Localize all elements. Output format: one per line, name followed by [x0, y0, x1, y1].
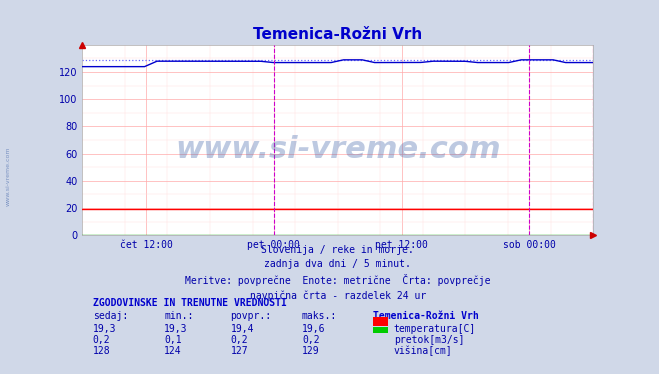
Text: 0,1: 0,1 — [164, 335, 182, 345]
Title: Temenica-Rožni Vrh: Temenica-Rožni Vrh — [253, 27, 422, 42]
Text: višina[cm]: višina[cm] — [394, 346, 453, 356]
Text: Slovenija / reke in morje.
zadnja dva dni / 5 minut.
Meritve: povprečne  Enote: : Slovenija / reke in morje. zadnja dva dn… — [185, 245, 490, 301]
Text: 19,3: 19,3 — [92, 324, 116, 334]
Text: 129: 129 — [302, 346, 320, 356]
Text: www.si-vreme.com: www.si-vreme.com — [175, 135, 501, 164]
FancyBboxPatch shape — [374, 316, 387, 326]
Text: 19,3: 19,3 — [164, 324, 188, 334]
Text: 127: 127 — [231, 346, 248, 356]
Text: 128: 128 — [92, 346, 110, 356]
Text: 0,2: 0,2 — [231, 335, 248, 345]
FancyBboxPatch shape — [374, 327, 387, 337]
Text: pretok[m3/s]: pretok[m3/s] — [394, 335, 465, 345]
Text: 19,6: 19,6 — [302, 324, 326, 334]
FancyBboxPatch shape — [374, 338, 387, 347]
Text: povpr.:: povpr.: — [231, 311, 272, 321]
Text: maks.:: maks.: — [302, 311, 337, 321]
Text: 0,2: 0,2 — [302, 335, 320, 345]
Text: 124: 124 — [164, 346, 182, 356]
Text: temperatura[C]: temperatura[C] — [394, 324, 476, 334]
Text: Temenica-Rožni Vrh: Temenica-Rožni Vrh — [374, 311, 479, 321]
Text: 0,2: 0,2 — [92, 335, 110, 345]
Text: www.si-vreme.com: www.si-vreme.com — [5, 146, 11, 206]
Text: sedaj:: sedaj: — [92, 311, 128, 321]
Text: ZGODOVINSKE IN TRENUTNE VREDNOSTI: ZGODOVINSKE IN TRENUTNE VREDNOSTI — [92, 298, 287, 309]
Text: min.:: min.: — [164, 311, 194, 321]
Text: 19,4: 19,4 — [231, 324, 254, 334]
